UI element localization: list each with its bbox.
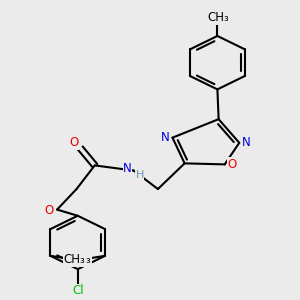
Text: CH₃: CH₃ [64,254,86,266]
Text: H: H [136,170,144,180]
Text: CH₃: CH₃ [208,11,230,24]
Text: O: O [70,136,79,149]
Text: O: O [227,158,237,171]
Text: Cl: Cl [72,284,83,297]
Text: N: N [123,162,132,175]
Text: N: N [242,136,251,149]
Text: CH₃: CH₃ [70,254,92,266]
Text: O: O [44,204,53,217]
Text: N: N [161,131,170,144]
